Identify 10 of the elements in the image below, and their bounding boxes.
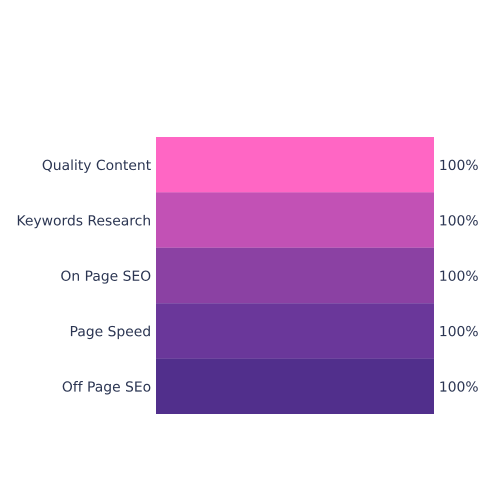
y-tick-label: Quality Content	[42, 159, 151, 173]
y-tick-label: Keywords Research	[18, 214, 150, 228]
y-tick-label: On Page SEO	[61, 270, 150, 284]
data-label: 100%	[440, 326, 478, 336]
y-tick-label: Off Page SEo	[62, 381, 150, 394]
y-tick-label: Page Speed	[70, 326, 150, 340]
data-label: 100%	[440, 160, 478, 170]
data-label: 100%	[440, 381, 478, 392]
data-label: 100%	[440, 270, 478, 281]
data-label: 100%	[440, 215, 478, 226]
